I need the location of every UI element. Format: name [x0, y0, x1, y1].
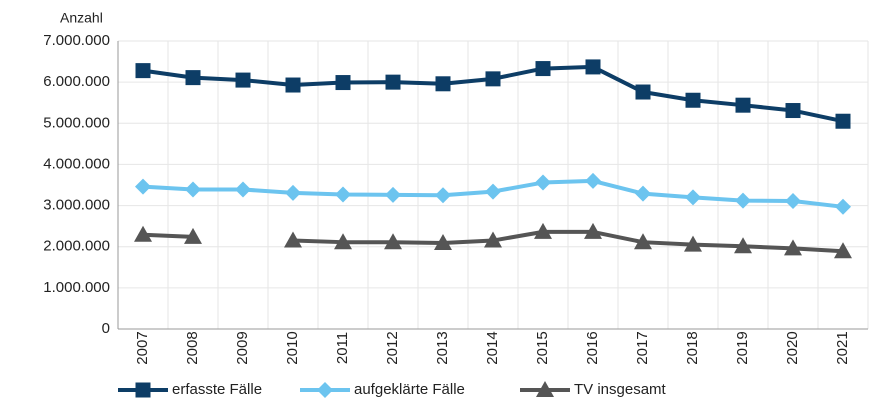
data-point [485, 71, 501, 87]
y-tick-label: 5.000.000 [43, 114, 110, 131]
data-point [285, 184, 301, 201]
data-point [335, 186, 351, 203]
data-point [785, 193, 801, 210]
data-point [735, 192, 751, 209]
legend-marker [317, 382, 333, 398]
data-point [735, 97, 751, 113]
data-point [834, 242, 852, 259]
data-point [185, 70, 201, 86]
data-point [435, 187, 451, 204]
data-point [235, 181, 251, 198]
data-point [684, 235, 702, 252]
data-point [184, 227, 202, 244]
data-point [685, 189, 701, 206]
x-tick-label: 2008 [184, 331, 201, 364]
x-tick-label: 2016 [584, 331, 601, 364]
y-tick-label: 0 [102, 320, 110, 337]
data-point [285, 77, 301, 93]
data-point [535, 174, 551, 191]
x-tick-label: 2018 [684, 331, 701, 364]
data-point [135, 178, 151, 195]
x-tick-label: 2009 [234, 331, 251, 364]
data-point [785, 103, 801, 119]
data-point [784, 239, 802, 256]
x-tick-label: 2012 [384, 331, 401, 364]
legend-marker [135, 382, 151, 398]
data-point [534, 222, 552, 239]
data-point [635, 84, 651, 100]
x-tick-label: 2021 [834, 331, 851, 364]
x-tick-label: 2013 [434, 331, 451, 364]
data-point [284, 231, 302, 248]
data-point [835, 198, 851, 215]
data-point [635, 185, 651, 202]
data-point [634, 233, 652, 250]
data-point [835, 113, 851, 129]
y-axis-title: Anzahl [60, 10, 103, 26]
x-tick-label: 2014 [484, 331, 501, 364]
y-tick-label: 3.000.000 [43, 197, 110, 214]
x-tick-label: 2011 [334, 332, 351, 364]
y-tick-label: 7.000.000 [43, 32, 110, 49]
data-point [134, 225, 152, 242]
data-point [135, 63, 151, 79]
x-tick-label: 2019 [734, 331, 751, 364]
data-point [585, 172, 601, 189]
data-point [235, 72, 251, 88]
data-point [585, 59, 601, 75]
data-point [435, 76, 451, 92]
x-tick-label: 2017 [634, 331, 651, 364]
x-tick-label: 2010 [284, 331, 301, 364]
legend-label: erfasste Fälle [172, 381, 262, 398]
data-point [385, 74, 401, 90]
series-line [142, 229, 844, 254]
x-tick-label: 2007 [134, 331, 151, 364]
data-point [384, 233, 402, 250]
data-point [685, 92, 701, 108]
data-point [734, 237, 752, 254]
legend-marker [536, 381, 554, 397]
legend-label: aufgeklärte Fälle [354, 381, 465, 398]
y-tick-label: 4.000.000 [43, 155, 110, 172]
data-point [335, 75, 351, 91]
data-point [485, 183, 501, 200]
data-point [385, 186, 401, 203]
data-point [185, 181, 201, 198]
y-tick-label: 1.000.000 [43, 279, 110, 296]
y-tick-label: 6.000.000 [43, 73, 110, 90]
data-point [584, 222, 602, 239]
y-tick-label: 2.000.000 [43, 238, 110, 255]
legend-label: TV insgesamt [574, 381, 667, 398]
data-point [484, 231, 502, 248]
data-point [434, 234, 452, 251]
x-tick-label: 2020 [784, 331, 801, 364]
x-tick-label: 2015 [534, 331, 551, 364]
data-point [535, 61, 551, 77]
data-point [334, 233, 352, 250]
